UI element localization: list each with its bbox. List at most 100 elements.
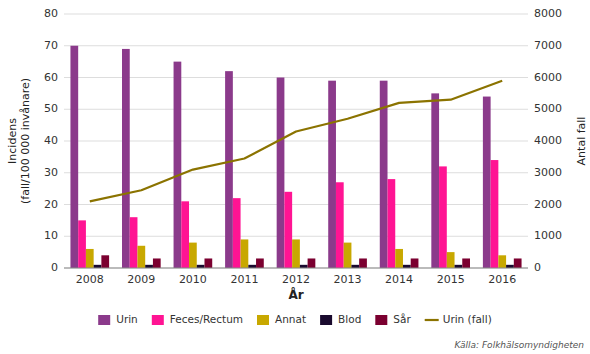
x-tick-label: 2010 <box>179 273 207 286</box>
x-tick-label: 2014 <box>385 273 413 286</box>
grid-line <box>64 14 528 15</box>
grid-line <box>64 204 528 205</box>
y2-tick-label: 0 <box>534 261 541 274</box>
y-tick-label: 0 <box>51 261 58 274</box>
grid-line <box>64 172 528 173</box>
background <box>0 0 590 354</box>
bar <box>130 217 138 268</box>
bar <box>78 220 86 268</box>
bar-series <box>70 46 490 268</box>
y-tick-label: 50 <box>44 102 58 115</box>
bar <box>137 246 145 268</box>
bar <box>233 198 241 268</box>
y2-tick-label: 4000 <box>534 134 562 147</box>
bar <box>395 249 403 268</box>
bar-series <box>101 255 521 268</box>
x-tick-label: 2013 <box>334 273 362 286</box>
legend-label: Blod <box>338 313 361 325</box>
y-tick-label: 10 <box>44 229 58 242</box>
bar <box>359 258 367 268</box>
bar <box>241 239 249 268</box>
x-tick-label: 2015 <box>437 273 465 286</box>
grid <box>64 14 528 268</box>
bar <box>491 160 499 268</box>
legend-label: Urin <box>116 313 138 325</box>
bar <box>411 258 419 268</box>
bar <box>174 62 182 268</box>
bar <box>498 255 506 268</box>
bar <box>344 243 352 268</box>
bar <box>284 192 292 268</box>
bar <box>336 182 344 268</box>
legend-swatch <box>425 319 439 321</box>
source-note: Källa: Folkhälsomyndigheten <box>454 340 584 350</box>
grid-line <box>64 109 528 110</box>
grid-line <box>64 45 528 46</box>
y-tick-label: 40 <box>44 134 58 147</box>
bar <box>225 71 233 268</box>
y2-tick-label: 3000 <box>534 166 562 179</box>
y2-tick-label: 1000 <box>534 229 562 242</box>
y-axis-label: Incidens(fall/100 000 invånare) <box>6 78 32 204</box>
bar <box>462 258 470 268</box>
y2-tick-label: 5000 <box>534 102 562 115</box>
y-axis-label-line: (fall/100 000 invånare) <box>19 78 32 204</box>
bar <box>431 93 439 268</box>
legend-item: Blod <box>320 313 361 325</box>
legend-swatch <box>98 315 110 325</box>
y-axis-label-line: Incidens <box>6 118 19 164</box>
y-tick-label: 60 <box>44 71 58 84</box>
legend-swatch <box>152 315 164 325</box>
y2-tick-label: 7000 <box>534 39 562 52</box>
legend-item: Urin <box>98 313 138 325</box>
x-axis-line <box>64 268 528 269</box>
bar-series <box>78 160 498 268</box>
legend-item: Sår <box>375 313 411 325</box>
legend-swatch <box>257 315 269 325</box>
bar <box>292 239 300 268</box>
y2-axis-label: Antal fall <box>575 117 588 166</box>
legend-label: Annat <box>275 313 306 325</box>
y-tick-label: 70 <box>44 39 58 52</box>
bar <box>101 255 109 268</box>
legend-swatch <box>375 315 387 325</box>
y-tick-label: 80 <box>44 7 58 20</box>
grid-line <box>64 268 528 269</box>
bar <box>277 78 285 269</box>
x-tick-label: 2016 <box>488 273 516 286</box>
x-tick-label: 2008 <box>76 273 104 286</box>
x-tick-label: 2012 <box>282 273 310 286</box>
bar <box>189 243 197 268</box>
y2-tick-label: 8000 <box>534 7 562 20</box>
bar <box>153 258 161 268</box>
x-axis-label: År <box>288 287 303 302</box>
bar <box>86 249 94 268</box>
bar <box>439 166 447 268</box>
bar <box>70 46 78 268</box>
bar-series <box>86 239 506 268</box>
chart: 0102030405060708001000200030004000500060… <box>0 0 590 354</box>
plot-area <box>70 46 521 268</box>
legend: Urin Feces/Rectum Annat Blod Sår Urin (fall) <box>98 313 492 325</box>
bar <box>256 258 264 268</box>
y-tick-label: 20 <box>44 198 58 211</box>
grid-line <box>64 77 528 78</box>
bar <box>181 201 189 268</box>
bar <box>388 179 396 268</box>
legend-item: Annat <box>257 313 306 325</box>
line <box>90 81 502 202</box>
x-tick-label: 2011 <box>230 273 258 286</box>
bar <box>204 258 212 268</box>
legend-label: Sår <box>393 313 411 325</box>
legend-swatch <box>320 315 332 325</box>
bar <box>447 252 455 268</box>
legend-item: Feces/Rectum <box>152 313 243 325</box>
y2-tick-label: 2000 <box>534 198 562 211</box>
legend-item: Urin (fall) <box>425 313 492 325</box>
bar <box>308 258 316 268</box>
bar <box>122 49 130 268</box>
y2-tick-label: 6000 <box>534 71 562 84</box>
x-tick-label: 2009 <box>127 273 155 286</box>
legend-label: Urin (fall) <box>443 313 492 325</box>
legend-label: Feces/Rectum <box>170 313 243 325</box>
